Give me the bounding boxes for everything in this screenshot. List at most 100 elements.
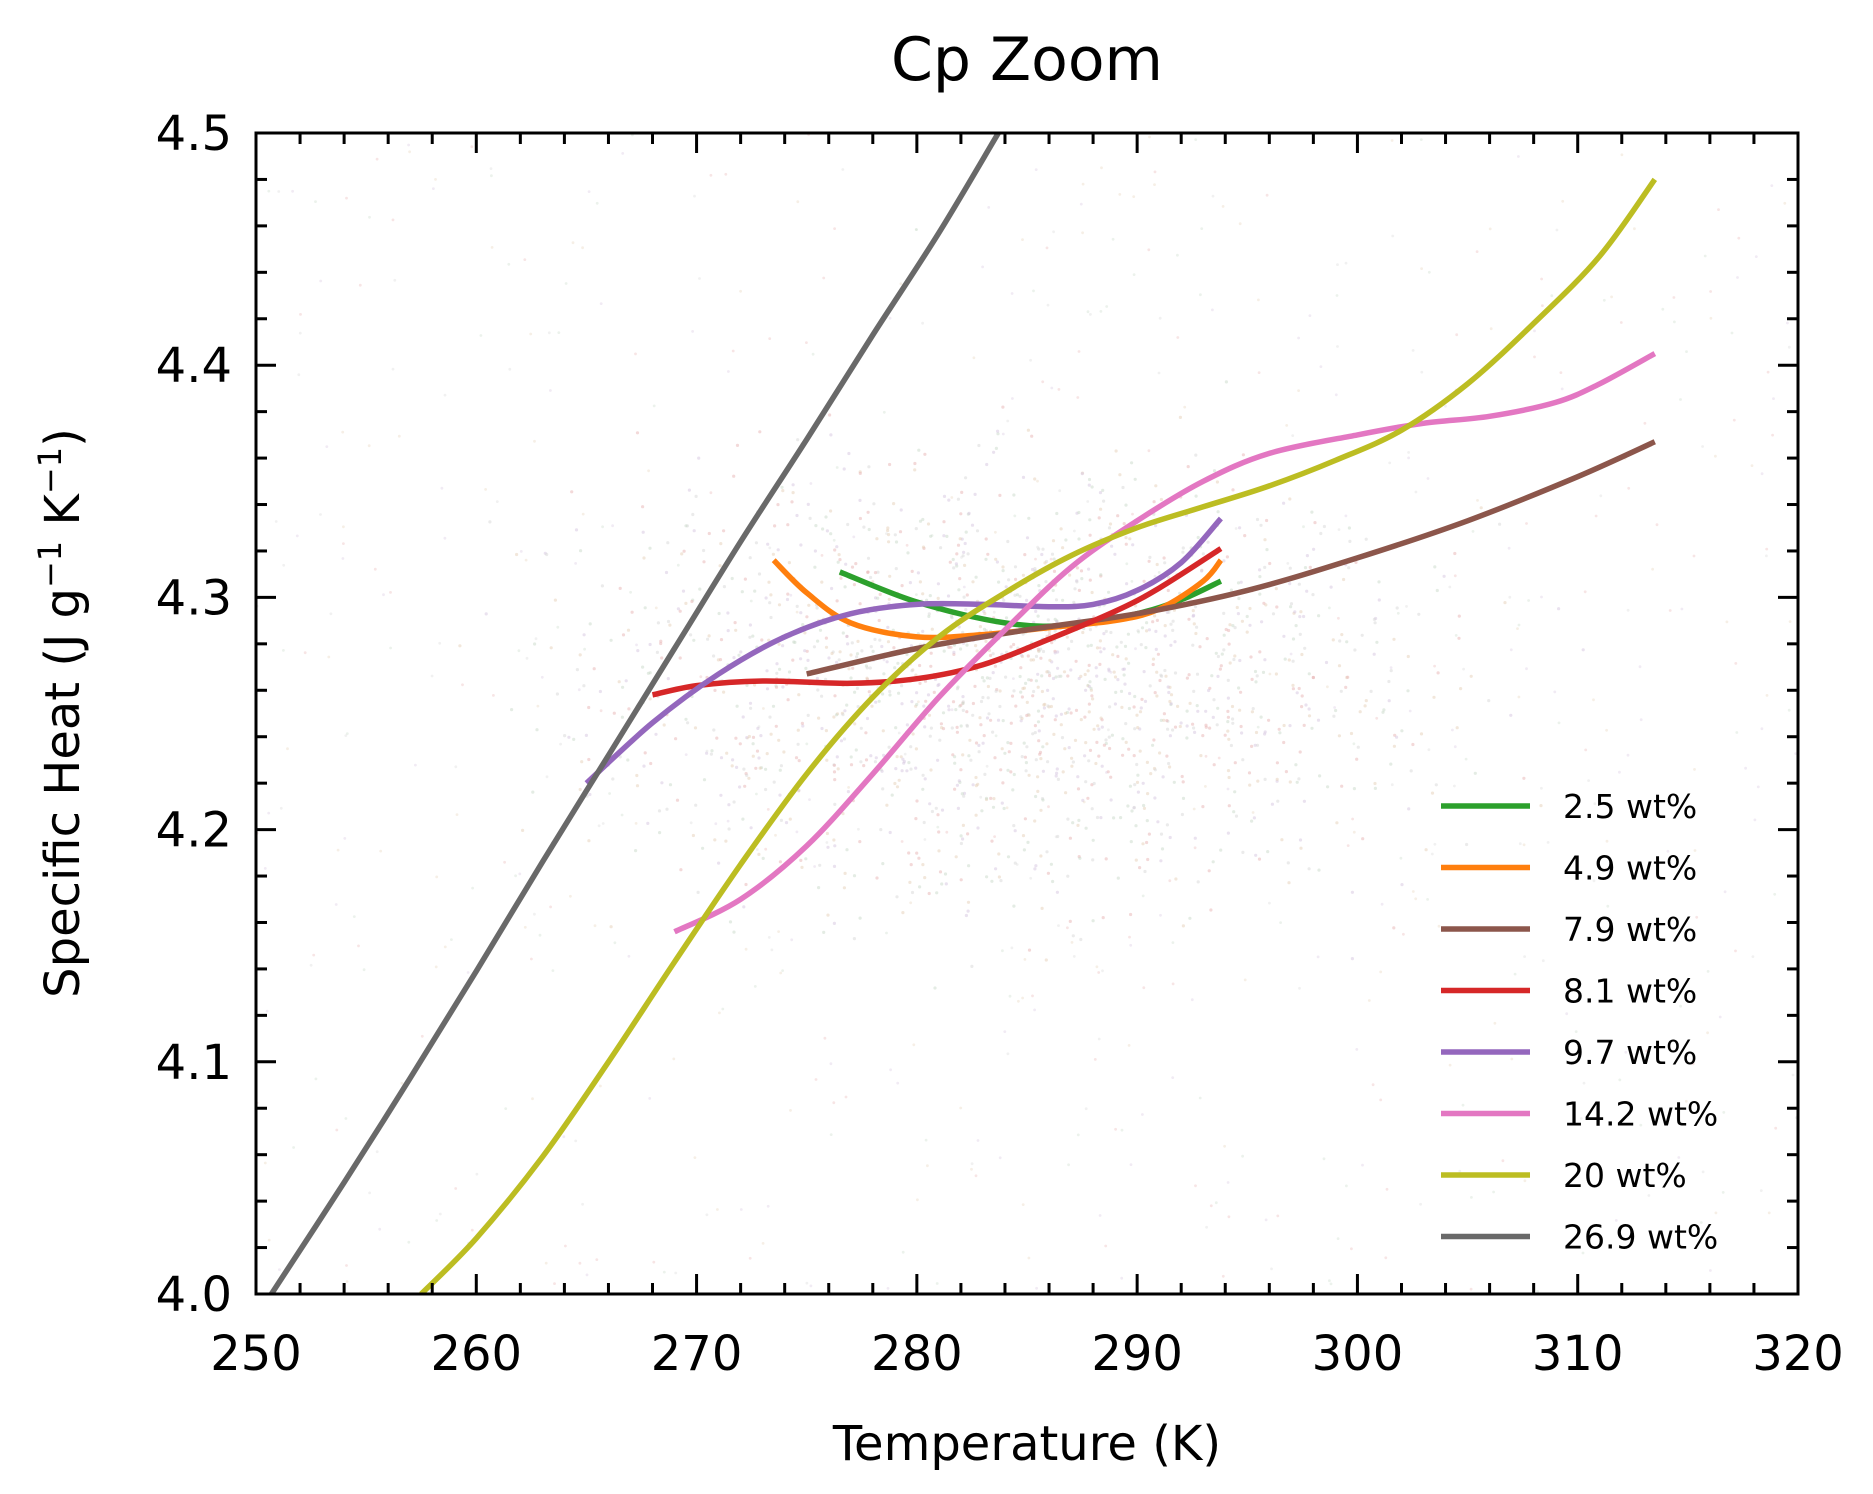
scatter-point xyxy=(693,726,698,730)
scatter-point xyxy=(689,821,693,825)
scatter-point xyxy=(345,732,349,735)
scatter-point xyxy=(815,606,819,610)
scatter-point xyxy=(731,758,735,762)
scatter-point xyxy=(1476,499,1479,502)
scatter-point xyxy=(1017,999,1020,1003)
scatter-point xyxy=(1052,557,1056,561)
scatter-point xyxy=(1691,1062,1695,1066)
scatter-point xyxy=(1145,760,1149,765)
scatter-point xyxy=(997,852,1001,856)
scatter-point xyxy=(948,560,952,564)
scatter-point xyxy=(952,566,956,570)
scatter-point xyxy=(1389,666,1393,669)
scatter-point xyxy=(553,1282,556,1285)
scatter-point xyxy=(1057,388,1061,391)
scatter-point xyxy=(938,870,943,874)
scatter-point xyxy=(1241,850,1245,855)
scatter-point xyxy=(668,783,673,787)
scatter-point xyxy=(751,634,755,638)
scatter-point xyxy=(1358,710,1362,714)
scatter-point xyxy=(1116,876,1120,880)
scatter-point xyxy=(690,599,694,604)
scatter-point xyxy=(778,667,782,671)
scatter-point xyxy=(1086,500,1090,503)
scatter-point xyxy=(743,784,747,788)
scatter-point xyxy=(705,1213,709,1217)
scatter-point xyxy=(593,924,597,928)
scatter-point xyxy=(1113,702,1117,706)
scatter-point xyxy=(580,760,584,764)
scatter-point xyxy=(921,592,925,596)
scatter-point xyxy=(970,523,975,527)
scatter-point xyxy=(761,856,765,861)
scatter-point xyxy=(957,588,961,592)
scatter-point xyxy=(1145,840,1149,845)
scatter-point xyxy=(959,647,963,651)
scatter-point xyxy=(936,582,941,586)
scatter-point xyxy=(1539,804,1543,808)
scatter-point xyxy=(1033,1008,1036,1012)
scatter-point xyxy=(1034,679,1038,683)
scatter-point xyxy=(1475,250,1479,254)
scatter-point xyxy=(1129,912,1133,917)
scatter-point xyxy=(702,778,707,782)
scatter-point xyxy=(1626,608,1630,612)
scatter-point xyxy=(801,623,805,627)
scatter-point xyxy=(1168,734,1172,738)
scatter-point xyxy=(1157,371,1161,375)
scatter-point xyxy=(713,688,717,693)
scatter-point xyxy=(1226,720,1230,724)
scatter-point xyxy=(1198,645,1202,649)
scatter-point xyxy=(999,768,1003,772)
scatter-point xyxy=(1587,779,1590,782)
scatter-point xyxy=(988,653,993,658)
scatter-point xyxy=(692,638,696,642)
scatter-point xyxy=(1226,678,1230,683)
scatter-point xyxy=(1181,546,1185,550)
scatter-point xyxy=(1095,740,1099,745)
scatter-point xyxy=(1289,602,1294,606)
scatter-point xyxy=(574,562,577,565)
scatter-point xyxy=(936,825,940,829)
scatter-point xyxy=(973,492,977,496)
scatter-point xyxy=(979,723,983,727)
scatter-point xyxy=(1633,227,1636,231)
scatter-point xyxy=(871,649,875,654)
scatter-point xyxy=(582,633,586,637)
scatter-point xyxy=(581,246,584,250)
scatter-point xyxy=(1027,773,1031,777)
scatter-point xyxy=(1243,978,1247,982)
scatter-point xyxy=(1373,621,1377,625)
scatter-point xyxy=(749,599,753,603)
scatter-point xyxy=(964,608,968,612)
scatter-point xyxy=(1196,709,1200,713)
scatter-point xyxy=(1458,1169,1462,1173)
scatter-point xyxy=(1564,869,1568,872)
scatter-point xyxy=(1411,742,1415,747)
scatter-point xyxy=(1187,617,1191,621)
scatter-point xyxy=(709,491,713,495)
scatter-point xyxy=(523,258,527,261)
scatter-point xyxy=(726,629,730,633)
scatter-point xyxy=(1056,777,1060,782)
scatter-point xyxy=(1129,943,1133,947)
scatter-point xyxy=(817,716,821,720)
scatter-point xyxy=(1283,657,1287,661)
scatter-point xyxy=(1003,1030,1007,1033)
scatter-point xyxy=(996,429,1000,433)
scatter-point xyxy=(1235,605,1239,610)
scatter-point xyxy=(1699,1221,1703,1224)
scatter-point xyxy=(779,971,783,975)
scatter-point xyxy=(826,845,830,849)
scatter-point xyxy=(829,532,833,536)
scatter-point xyxy=(1086,310,1090,314)
scatter-point xyxy=(1234,527,1238,530)
scatter-point xyxy=(710,749,714,753)
scatter-point xyxy=(1540,277,1543,281)
scatter-point xyxy=(1240,619,1244,623)
scatter-point xyxy=(951,557,955,562)
scatter-point xyxy=(1173,671,1178,675)
scatter-point xyxy=(924,1138,928,1142)
scatter-point xyxy=(1426,898,1429,901)
scatter-point xyxy=(1110,544,1114,548)
